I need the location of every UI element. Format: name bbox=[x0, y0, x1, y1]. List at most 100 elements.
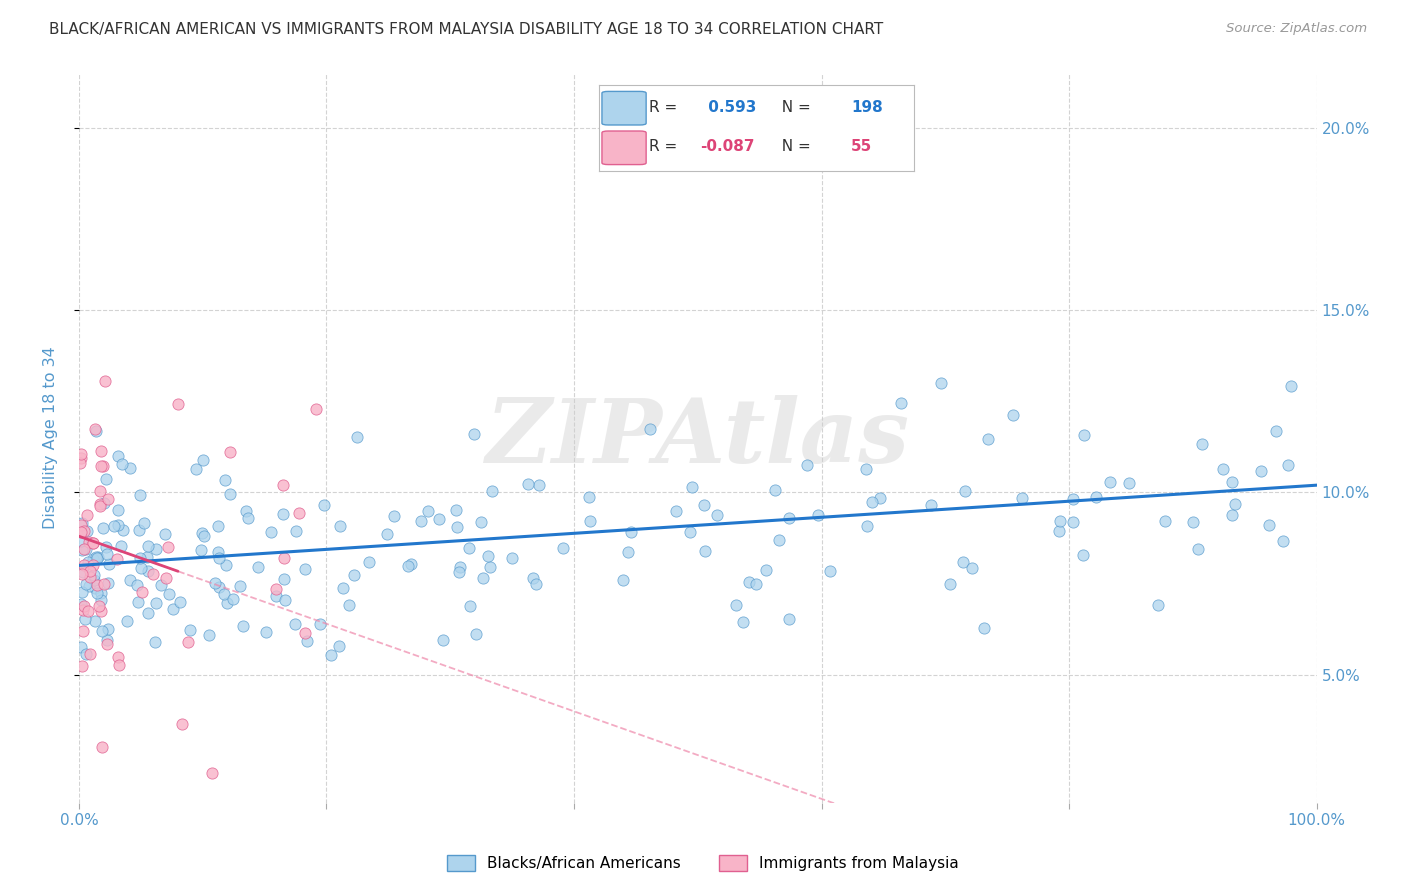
Point bbox=[83, 614, 105, 628]
Point bbox=[416, 504, 439, 518]
Point bbox=[131, 585, 153, 599]
Point bbox=[247, 559, 270, 574]
Point bbox=[1099, 475, 1122, 489]
Point bbox=[105, 552, 128, 566]
Text: Source: ZipAtlas.com: Source: ZipAtlas.com bbox=[1226, 22, 1367, 36]
Point bbox=[127, 595, 149, 609]
Point bbox=[1118, 475, 1140, 490]
Point bbox=[214, 587, 236, 601]
Point bbox=[77, 604, 100, 618]
Point bbox=[343, 568, 366, 582]
Point bbox=[1154, 514, 1177, 528]
Point bbox=[207, 519, 229, 533]
Point bbox=[89, 592, 111, 607]
Point bbox=[768, 533, 790, 548]
Point bbox=[319, 648, 342, 662]
Point bbox=[274, 593, 297, 607]
Point bbox=[186, 461, 208, 475]
Point bbox=[72, 566, 94, 580]
Point bbox=[127, 578, 149, 592]
Point bbox=[77, 578, 100, 592]
Point bbox=[339, 599, 361, 613]
Point bbox=[860, 495, 883, 509]
Point bbox=[640, 422, 662, 436]
Point bbox=[215, 558, 238, 573]
Point bbox=[89, 500, 111, 514]
Point bbox=[264, 582, 287, 596]
Point bbox=[332, 582, 354, 596]
Point bbox=[357, 555, 380, 569]
Point bbox=[869, 491, 891, 505]
Point bbox=[70, 517, 93, 532]
Point bbox=[219, 445, 242, 459]
Point bbox=[763, 483, 786, 497]
Point bbox=[329, 518, 352, 533]
Point bbox=[260, 525, 283, 540]
Point bbox=[953, 484, 976, 499]
Point bbox=[458, 541, 481, 556]
Text: BLACK/AFRICAN AMERICAN VS IMMIGRANTS FROM MALAYSIA DISABILITY AGE 18 TO 34 CORRE: BLACK/AFRICAN AMERICAN VS IMMIGRANTS FRO… bbox=[49, 22, 883, 37]
Point bbox=[527, 478, 550, 492]
Point bbox=[1011, 491, 1033, 506]
Point bbox=[84, 421, 107, 435]
Point bbox=[1277, 458, 1299, 473]
Point bbox=[82, 558, 104, 573]
Point bbox=[796, 458, 818, 472]
Point bbox=[72, 624, 94, 638]
Point bbox=[818, 564, 841, 578]
Point bbox=[1223, 497, 1246, 511]
Point bbox=[111, 457, 134, 471]
Point bbox=[115, 615, 138, 629]
Point bbox=[692, 498, 714, 512]
Point bbox=[1271, 533, 1294, 548]
Point bbox=[72, 585, 94, 599]
Point bbox=[72, 603, 94, 617]
Point bbox=[305, 402, 328, 417]
Point bbox=[806, 508, 828, 523]
Point bbox=[346, 430, 368, 444]
Point bbox=[83, 574, 105, 588]
Point bbox=[79, 570, 101, 584]
Point bbox=[449, 559, 471, 574]
Point bbox=[73, 612, 96, 626]
Point bbox=[217, 595, 239, 609]
Point bbox=[111, 524, 134, 538]
Point bbox=[110, 539, 132, 553]
Point bbox=[77, 535, 100, 549]
Point bbox=[79, 564, 101, 578]
Point bbox=[222, 591, 245, 606]
Point bbox=[208, 580, 231, 594]
Point bbox=[129, 488, 152, 502]
Point bbox=[271, 507, 294, 521]
Point bbox=[145, 596, 167, 610]
Point bbox=[70, 567, 93, 582]
Point bbox=[91, 458, 114, 473]
Point bbox=[855, 461, 877, 475]
Point bbox=[458, 599, 481, 613]
Point bbox=[86, 424, 108, 438]
Point bbox=[524, 577, 547, 591]
Point bbox=[76, 508, 98, 522]
Point bbox=[86, 586, 108, 600]
Point bbox=[1071, 549, 1094, 563]
Point bbox=[295, 634, 318, 648]
Point bbox=[463, 427, 485, 442]
Point bbox=[1220, 475, 1243, 489]
Point bbox=[396, 559, 419, 574]
Point bbox=[920, 498, 942, 512]
Point bbox=[132, 516, 155, 531]
Point bbox=[1073, 428, 1095, 442]
Point bbox=[77, 555, 100, 569]
Point bbox=[856, 519, 879, 533]
Point bbox=[90, 739, 112, 754]
Point bbox=[170, 716, 193, 731]
Legend: Blacks/African Americans, Immigrants from Malaysia: Blacks/African Americans, Immigrants fro… bbox=[441, 849, 965, 877]
Point bbox=[478, 560, 501, 574]
Point bbox=[90, 604, 112, 618]
Point bbox=[97, 622, 120, 636]
Point bbox=[70, 524, 93, 539]
Point bbox=[155, 571, 177, 585]
Point bbox=[75, 648, 97, 662]
Point bbox=[97, 557, 120, 571]
Point bbox=[201, 766, 224, 780]
